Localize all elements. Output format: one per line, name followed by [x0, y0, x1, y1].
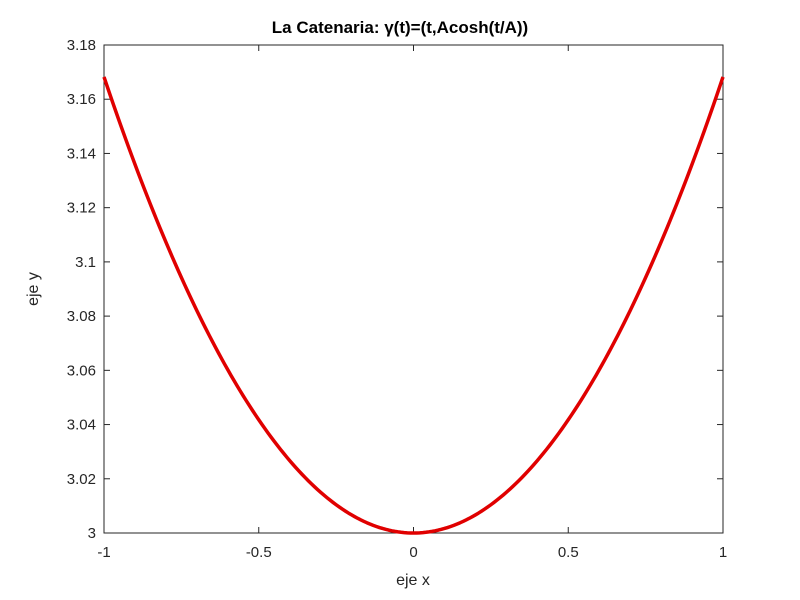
x-ticks: -1 -0.5 0 0.5 1 [97, 45, 727, 561]
y-tick-label: 3.08 [67, 308, 96, 325]
x-tick-label: 0.5 [558, 544, 579, 561]
y-tick-label: 3.18 [67, 37, 96, 54]
x-tick-label: 1 [719, 544, 727, 561]
y-tick-label: 3.04 [67, 417, 96, 434]
series-line [102, 76, 725, 535]
y-tick-label: 3.16 [67, 91, 96, 108]
y-tick-label: 3.1 [75, 254, 96, 271]
x-axis-label: eje x [396, 572, 430, 589]
y-ticks: 3 3.02 3.04 3.06 3.08 3.1 3.12 3.14 3.16 3.18 [67, 37, 723, 542]
y-tick-label: 3.14 [67, 145, 96, 162]
x-tick-label: -0.5 [246, 544, 272, 561]
axes-box [103, 44, 724, 534]
x-tick-label: 0 [409, 544, 417, 561]
chart-title: La Catenaria: γ(t)=(t,Acosh(t/A)) [271, 18, 529, 37]
x-tick-label: -1 [97, 544, 110, 561]
y-tick-label: 3.12 [67, 200, 96, 217]
y-tick-label: 3.02 [67, 471, 96, 488]
y-tick-label: 3 [88, 525, 96, 542]
y-tick-label: 3.06 [67, 362, 96, 379]
